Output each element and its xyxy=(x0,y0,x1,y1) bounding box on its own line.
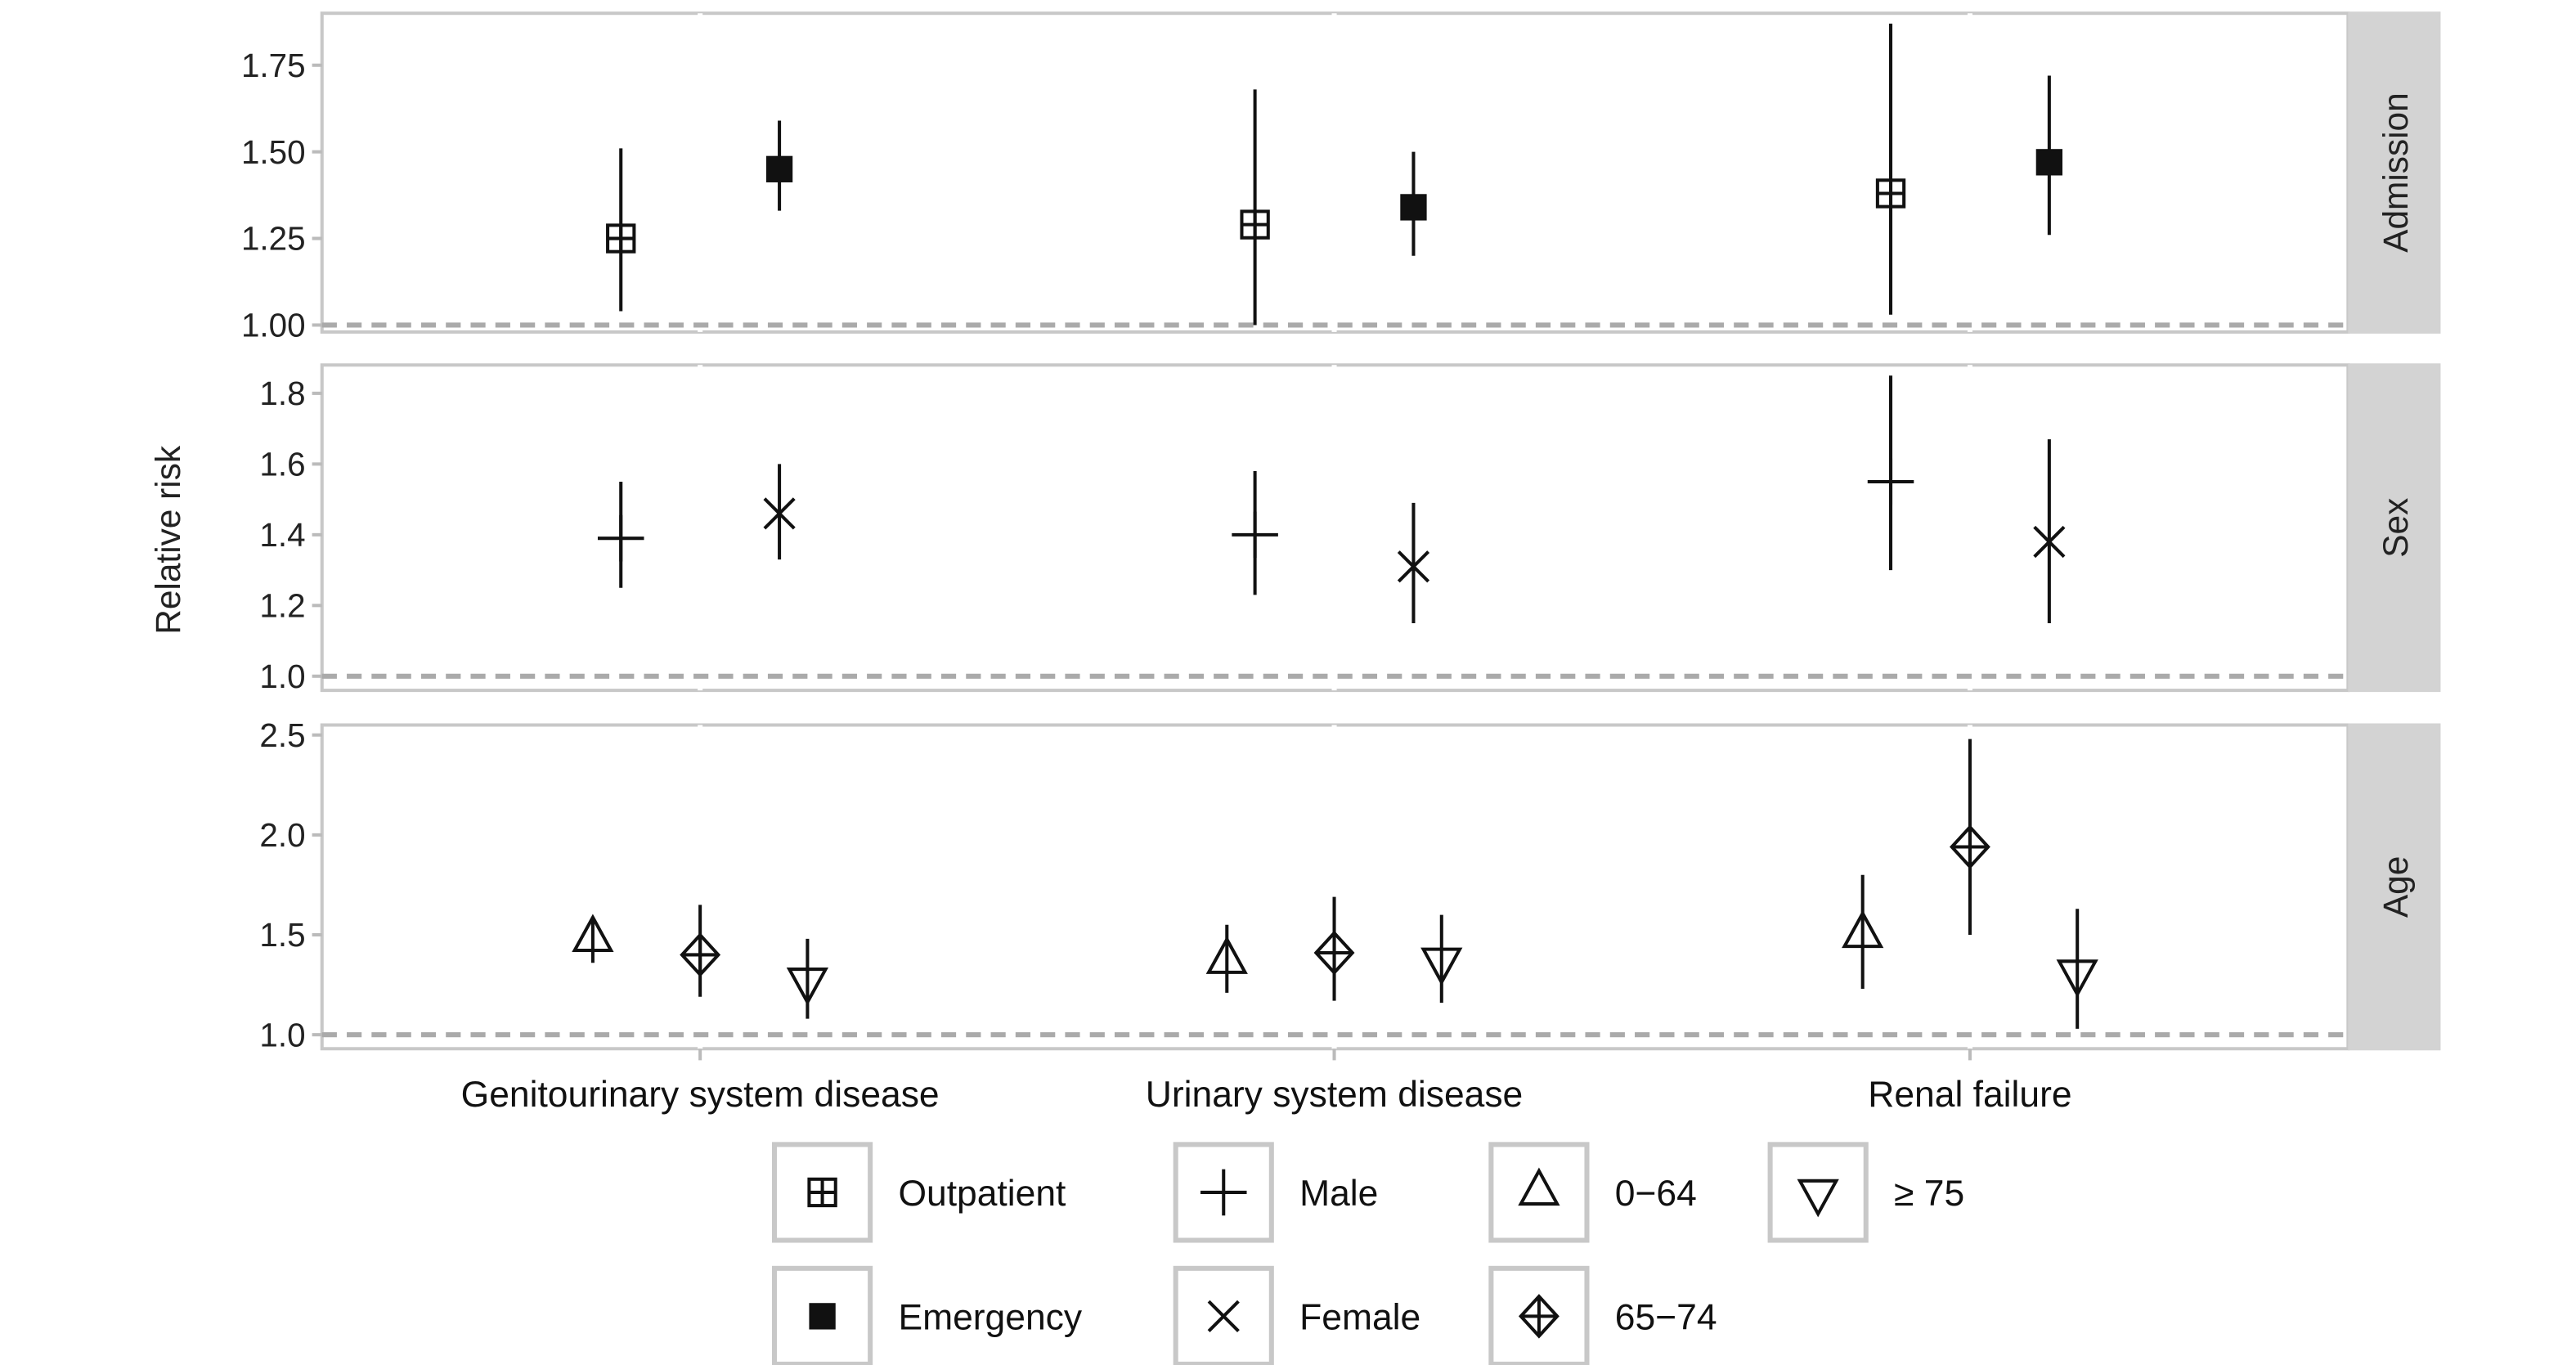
marker-square xyxy=(1400,194,1427,221)
legend-diamond-plus-icon xyxy=(1518,1294,1560,1339)
facet-strip-label: Admission xyxy=(2376,92,2415,253)
point-filled-square xyxy=(765,155,793,182)
marker-triangle xyxy=(2056,959,2098,998)
y-tick-label: 1.6 xyxy=(259,446,305,483)
legend-item: Outpatient xyxy=(771,1142,1066,1243)
y-tick-label: 1.4 xyxy=(259,516,305,554)
y-tick-label: 1.00 xyxy=(241,307,306,344)
panel-admission: Admission 1.00 1.25 1.50 1.75 xyxy=(241,11,2441,344)
y-tick-label: 1.5 xyxy=(259,916,305,954)
marker-triangle xyxy=(1518,1167,1560,1206)
point-diamond-plus xyxy=(1313,930,1355,976)
marker-stroke xyxy=(1207,1300,1240,1332)
legend-label: Male xyxy=(1299,1174,1378,1214)
marker-triangle xyxy=(572,914,614,953)
facet-strip-label: Sex xyxy=(2376,498,2415,558)
point-triangle-down xyxy=(1420,947,1463,986)
legend-triangle-up-icon xyxy=(1518,1167,1560,1206)
marker-stroke xyxy=(2033,525,2066,559)
legend-item: Female xyxy=(1173,1265,1420,1365)
point-triangle-up xyxy=(1205,936,1248,974)
point-filled-square xyxy=(2035,149,2063,176)
marker-triangle xyxy=(1797,1179,1839,1218)
marker-triangle xyxy=(1420,947,1463,986)
marker-stroke xyxy=(1397,550,1430,583)
legend-key xyxy=(1488,1142,1590,1243)
legend-item: ≥ 75 xyxy=(1767,1142,1964,1243)
legend-filled-square-icon xyxy=(809,1303,836,1330)
marker-stroke xyxy=(763,497,796,530)
point-triangle-down xyxy=(786,968,829,1006)
x-tick-label: Urinary system disease xyxy=(1146,1075,1523,1115)
y-tick-label: 1.75 xyxy=(241,47,306,84)
legend-item: 0−64 xyxy=(1488,1142,1697,1243)
facet-strip xyxy=(2348,723,2441,1051)
facet-strip xyxy=(2348,11,2441,334)
y-tick-label: 1.0 xyxy=(259,658,305,695)
point-plus xyxy=(597,514,644,562)
legend-plus-icon xyxy=(1200,1169,1247,1216)
legend-square-plus-icon xyxy=(807,1177,837,1208)
point-plus xyxy=(1867,458,1914,505)
legend-label: 65−74 xyxy=(1615,1298,1717,1338)
point-diamond-plus xyxy=(680,932,721,977)
legend-label: Outpatient xyxy=(898,1174,1066,1214)
panel-age: Age 1.0 1.5 2.0 2.5 xyxy=(259,716,2441,1053)
facet-strip xyxy=(2348,363,2441,693)
panel-sex: Sex 1.0 1.2 1.4 1.6 1.8 xyxy=(259,363,2441,695)
y-axis-label: Relative risk xyxy=(149,445,187,635)
point-triangle-down xyxy=(2056,959,2098,998)
legend-item: Male xyxy=(1173,1142,1378,1243)
y-tick-label: 1.8 xyxy=(259,375,305,412)
legend-label: Emergency xyxy=(898,1298,1082,1338)
point-plus xyxy=(1232,511,1278,559)
x-tick-label: Renal failure xyxy=(1868,1075,2071,1115)
point-triangle-up xyxy=(1842,909,1884,949)
legend-label: Female xyxy=(1299,1298,1420,1338)
marker-triangle xyxy=(1842,909,1884,949)
marker-square xyxy=(765,155,793,182)
facet-strip-label: Age xyxy=(2376,856,2415,918)
point-square-plus xyxy=(606,223,636,254)
marker-square xyxy=(809,1303,836,1330)
marker-triangle xyxy=(1205,936,1248,974)
legend-cross-icon xyxy=(1207,1300,1240,1332)
y-tick-label: 1.50 xyxy=(241,133,306,171)
point-square-plus xyxy=(1240,209,1270,240)
point-filled-square xyxy=(1400,194,1427,221)
marker-square xyxy=(2035,149,2063,176)
x-tick-label: Genitourinary system disease xyxy=(461,1075,940,1115)
point-square-plus xyxy=(1875,178,1906,209)
point-diamond-plus xyxy=(1949,824,1990,869)
y-tick-label: 1.0 xyxy=(259,1016,305,1053)
marker-triangle xyxy=(786,968,829,1006)
point-cross xyxy=(1397,550,1430,583)
point-cross xyxy=(763,497,796,530)
point-triangle-up xyxy=(572,914,614,953)
point-cross xyxy=(2033,525,2066,559)
legend-triangle-down-icon xyxy=(1797,1179,1839,1218)
y-tick-label: 2.0 xyxy=(259,816,305,854)
legend-label: ≥ 75 xyxy=(1894,1174,1964,1214)
y-tick-label: 2.5 xyxy=(259,716,305,754)
y-tick-label: 1.25 xyxy=(241,220,306,258)
legend-key xyxy=(1767,1142,1869,1243)
y-tick-label: 1.2 xyxy=(259,586,305,624)
legend-item: Emergency xyxy=(771,1265,1083,1365)
legend-item: 65−74 xyxy=(1488,1265,1717,1365)
legend-label: 0−64 xyxy=(1615,1174,1697,1214)
